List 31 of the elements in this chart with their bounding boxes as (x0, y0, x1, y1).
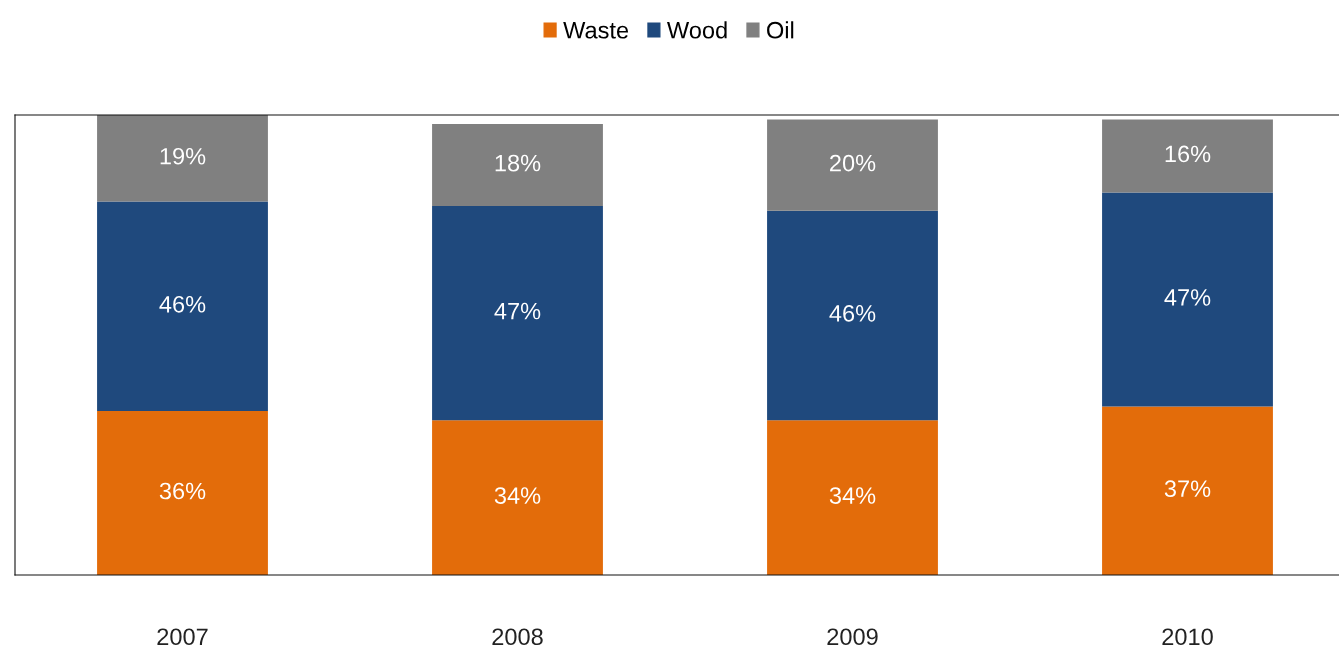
x-tick-label: 2009 (827, 628, 878, 646)
bar (97, 201, 268, 412)
data-label: 37% (1164, 480, 1211, 498)
data-label: 36% (159, 482, 206, 500)
data-label: 19% (160, 147, 206, 165)
data-label: 18% (495, 154, 541, 172)
bar (767, 210, 938, 421)
data-label: 47% (494, 302, 541, 320)
bar (767, 420, 938, 575)
data-label: 46% (829, 305, 876, 322)
data-label: 20% (830, 154, 876, 172)
legend-label: Waste (563, 22, 629, 39)
data-label: 34% (494, 487, 541, 504)
data-label: 34% (829, 487, 876, 504)
bar (1102, 192, 1273, 407)
bar (97, 115, 268, 202)
bar (1102, 119, 1273, 193)
bar (432, 124, 603, 207)
bar (432, 420, 603, 575)
legend-label: Oil (767, 21, 794, 39)
bar (97, 411, 268, 575)
bar (432, 206, 603, 421)
x-tick-label: 2010 (1162, 628, 1213, 646)
x-tick-label: 2008 (492, 628, 543, 646)
x-tick-label: 2007 (157, 628, 208, 646)
legend-label: Wood (667, 21, 727, 39)
data-label: 16% (1165, 145, 1211, 163)
bar (767, 119, 938, 211)
bar (1102, 406, 1273, 575)
data-label: 47% (1164, 289, 1211, 306)
data-label: 46% (159, 295, 206, 313)
